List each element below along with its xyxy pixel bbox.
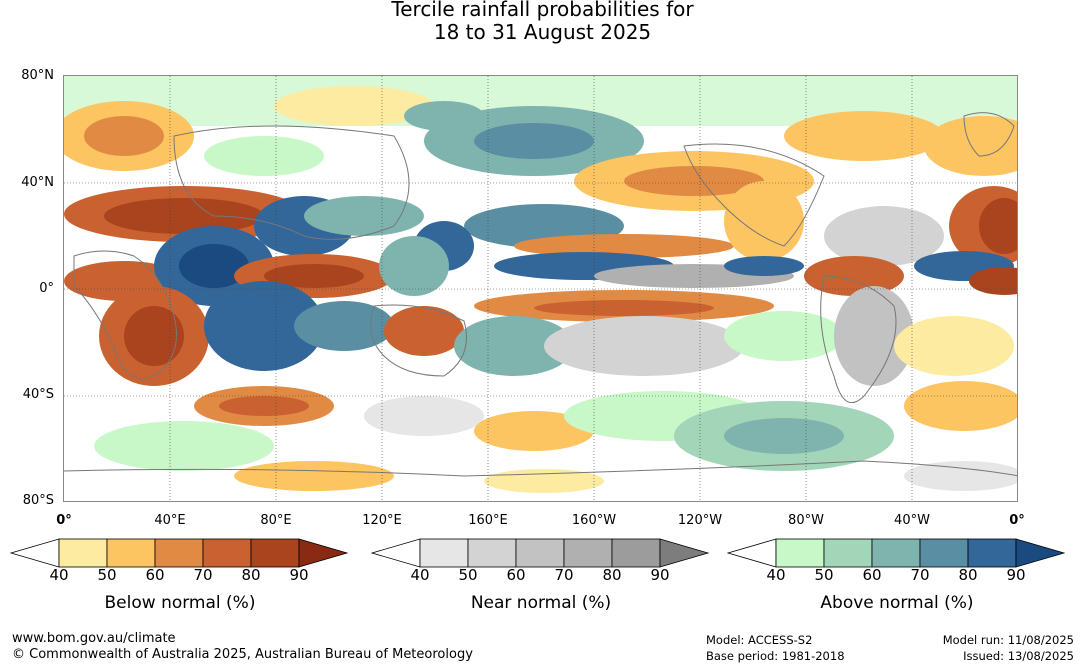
x-label-80w: 80°W: [788, 513, 824, 528]
y-label-80n: 80°N: [21, 68, 54, 83]
colorbar-swatch: [58, 538, 108, 568]
cb1-tick: 80: [602, 566, 622, 584]
mid-north-band: [64, 181, 1017, 271]
y-label-40n: 40°N: [21, 175, 54, 190]
footer-base-period: Base period: 1981-2018: [706, 649, 845, 663]
colorbar-swatch: [106, 538, 156, 568]
footer-copyright: © Commonwealth of Australia 2025, Austra…: [12, 647, 473, 662]
north-band: [64, 76, 1017, 211]
y-label-0: 0°: [39, 281, 54, 296]
cb0-tick: 40: [49, 566, 69, 584]
colorbar-min-arrow: [371, 538, 421, 568]
colorbar-near-title: Near normal (%): [470, 593, 612, 613]
cb1-tick: 90: [650, 566, 670, 584]
cb0-tick: 80: [241, 566, 261, 584]
colorbar-above-title: Above normal (%): [820, 593, 974, 613]
colorbar-below-title: Below normal (%): [104, 593, 256, 613]
colorbar-above-normal: [727, 537, 1067, 569]
colorbar-below-swatches: [10, 538, 349, 568]
cb0-tick: 70: [193, 566, 213, 584]
colorbar-swatch: [154, 538, 204, 568]
y-label-40s: 40°S: [22, 387, 54, 402]
x-label-0w: 0°: [1009, 513, 1025, 528]
colorbar-swatch: [871, 538, 921, 568]
footer-model-run: Model run: 11/08/2025: [942, 633, 1074, 647]
cb2-tick: 90: [1006, 566, 1026, 584]
cb1-tick: 60: [506, 566, 526, 584]
footer-issued: Issued: 13/08/2025: [963, 649, 1074, 663]
colorbar-swatch: [823, 538, 873, 568]
cb0-tick: 60: [145, 566, 165, 584]
colorbar-swatch: [202, 538, 252, 568]
colorbar-swatch: [515, 538, 565, 568]
cb0-tick: 90: [289, 566, 309, 584]
colorbar-min-arrow: [10, 538, 60, 568]
colorbar-swatch: [250, 538, 300, 568]
cb2-tick: 40: [766, 566, 786, 584]
colorbar-swatch: [419, 538, 469, 568]
x-label-40e: 40°E: [154, 513, 186, 528]
coastlines: [64, 112, 1017, 477]
colorbar-near-swatches: [371, 538, 710, 568]
colorbar-below-normal: [10, 537, 350, 569]
x-label-120w: 120°W: [677, 513, 723, 528]
cb2-tick: 50: [814, 566, 834, 584]
colorbar-swatch: [467, 538, 517, 568]
colorbar-swatch: [775, 538, 825, 568]
y-label-80s: 80°S: [22, 493, 54, 508]
x-label-160e: 160°E: [468, 513, 508, 528]
colorbar-swatch: [563, 538, 613, 568]
cb2-tick: 70: [910, 566, 930, 584]
rainfall-probability-map: [63, 75, 1018, 502]
x-label-40w: 40°W: [894, 513, 930, 528]
colorbar-min-arrow: [727, 538, 777, 568]
gridlines: [64, 76, 1017, 501]
chart-title-line2: 18 to 31 August 2025: [433, 20, 652, 44]
x-label-160w: 160°W: [571, 513, 617, 528]
cb1-tick: 50: [458, 566, 478, 584]
cb2-tick: 80: [958, 566, 978, 584]
footer-url: www.bom.gov.au/climate: [12, 631, 176, 646]
map-graphic: [64, 76, 1017, 501]
cb1-tick: 40: [410, 566, 430, 584]
x-label-80e: 80°E: [260, 513, 292, 528]
x-label-120e: 120°E: [362, 513, 402, 528]
colorbar-swatch: [611, 538, 661, 568]
colorbar-near-normal: [371, 537, 711, 569]
footer-model: Model: ACCESS-S2: [706, 633, 813, 647]
cb1-tick: 70: [554, 566, 574, 584]
colorbar-max-arrow: [1015, 538, 1066, 568]
chart-title-line1: Tercile rainfall probabilities for: [391, 0, 694, 21]
colorbar-swatch: [967, 538, 1017, 568]
x-label-0e: 0°: [56, 513, 72, 528]
colorbar-max-arrow: [298, 538, 349, 568]
colorbar-max-arrow: [659, 538, 710, 568]
cb2-tick: 60: [862, 566, 882, 584]
colorbar-above-swatches: [727, 538, 1066, 568]
colorbar-swatch: [919, 538, 969, 568]
cb0-tick: 50: [97, 566, 117, 584]
